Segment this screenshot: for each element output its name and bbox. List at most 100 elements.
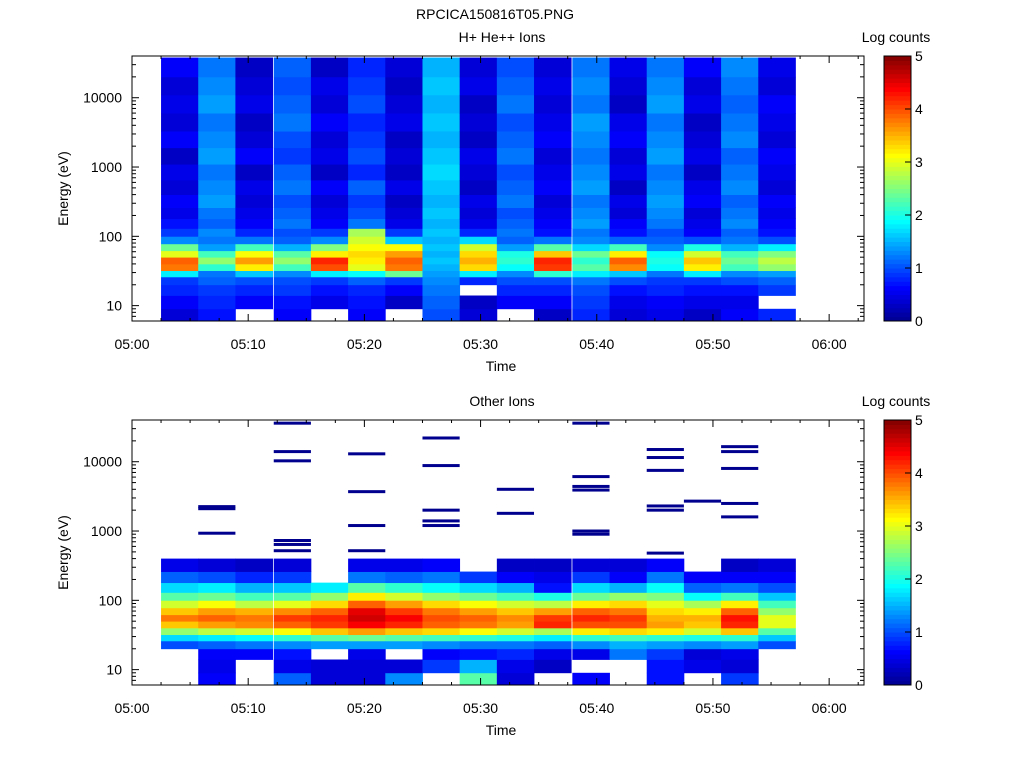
heatmap-cell <box>721 270 759 278</box>
colorbar-segment <box>884 477 911 483</box>
heatmap-cell <box>534 250 572 258</box>
heatmap-cell <box>496 147 535 165</box>
heatmap-cell <box>459 308 498 322</box>
heatmap-cell <box>273 76 312 96</box>
heatmap-cell <box>310 76 349 96</box>
colorbar-segment <box>884 285 911 291</box>
heatmap-cell <box>422 276 461 286</box>
heatmap-cell <box>161 228 199 237</box>
heatmap-cell <box>459 659 498 674</box>
heatmap-cell <box>496 634 535 642</box>
sparse-count-line <box>721 501 759 505</box>
heatmap-cell <box>273 648 312 660</box>
colorbar-segment <box>884 148 911 154</box>
heatmap-cell <box>609 295 648 310</box>
y-tick-label: 10 <box>106 298 122 314</box>
heatmap-cell <box>235 207 273 220</box>
heatmap-cell <box>273 308 312 322</box>
heatmap-cell <box>161 582 199 593</box>
colorbar-segment <box>884 446 911 452</box>
heatmap-cell <box>385 614 423 622</box>
x-tick-label: 05:40 <box>579 700 614 716</box>
heatmap-cell <box>572 243 610 252</box>
heatmap-cell <box>198 621 236 629</box>
heatmap-cell <box>721 571 759 584</box>
heatmap-cell <box>385 600 423 609</box>
heatmap-cell <box>721 558 759 572</box>
heatmap-cell <box>385 640 423 650</box>
heatmap-cell <box>572 558 610 572</box>
colorbar-segment <box>884 64 911 70</box>
heatmap-cell <box>310 57 349 78</box>
heatmap-cell <box>310 218 349 229</box>
sparse-count-line <box>348 524 386 528</box>
heatmap-cell <box>161 308 199 322</box>
heatmap-cell <box>758 640 796 650</box>
colorbar-segment <box>884 579 911 584</box>
sparse-count-line <box>496 487 535 491</box>
heatmap-cell <box>422 218 461 229</box>
x-axis-label: Time <box>486 358 517 374</box>
colorbar-segment <box>884 521 911 527</box>
heatmap-cell <box>385 57 423 78</box>
sparse-count-line <box>721 445 759 449</box>
heatmap-cell <box>273 672 312 686</box>
heatmap-cell <box>273 218 312 229</box>
heatmap-cell <box>422 592 461 601</box>
heatmap-cell <box>721 672 759 686</box>
heatmap-cell <box>161 621 199 629</box>
heatmap-cell <box>198 640 236 650</box>
heatmap-cell <box>758 634 796 642</box>
colorbar-tick-label: 2 <box>915 571 923 587</box>
heatmap-cell <box>572 308 610 322</box>
sparse-count-line <box>273 421 311 425</box>
heatmap-cell <box>310 592 349 601</box>
heatmap-cell <box>572 592 610 601</box>
heatmap-cell <box>534 634 572 642</box>
heatmap-cell <box>609 113 648 132</box>
heatmap-cell <box>273 194 312 208</box>
heatmap-cell <box>572 263 610 272</box>
heatmap-cell <box>273 276 312 286</box>
heatmap-cell <box>721 94 759 114</box>
heatmap-cell <box>235 194 273 208</box>
heatmap-cell <box>534 659 572 674</box>
colorbar-segment <box>884 117 911 123</box>
heatmap-cell <box>310 113 349 132</box>
heatmap-cell <box>534 194 572 208</box>
panel-title: Other Ions <box>469 393 534 409</box>
heatmap-cell <box>572 164 610 181</box>
heatmap-cell <box>161 94 199 114</box>
heatmap-cell <box>721 76 759 96</box>
colorbar-segment <box>884 605 911 611</box>
sparse-count-line <box>646 448 684 452</box>
colorbar-segment <box>884 627 911 633</box>
colorbar-tick-label: 4 <box>915 101 923 117</box>
heatmap-cell <box>683 582 722 593</box>
colorbar-segment <box>884 486 911 492</box>
heatmap-cell <box>198 270 236 278</box>
colorbar-segment <box>884 658 911 664</box>
colorbar-segment <box>884 596 911 602</box>
heatmap-cell <box>198 94 236 114</box>
heatmap-cell <box>646 218 685 229</box>
sparse-count-line <box>646 468 684 472</box>
colorbar-segment <box>884 592 911 598</box>
heatmap-cell <box>385 257 423 265</box>
x-tick-label: 05:10 <box>231 336 266 352</box>
heatmap-cell <box>572 672 610 686</box>
heatmap-cell <box>646 194 685 208</box>
heatmap-cell <box>385 164 423 181</box>
plot-frame <box>131 419 865 686</box>
heatmap-cell <box>721 57 759 78</box>
heatmap-cell <box>683 236 722 245</box>
heatmap-cell <box>273 243 312 252</box>
colorbar-segment <box>884 281 911 287</box>
heatmap-cell <box>758 600 796 609</box>
heatmap-cell <box>721 164 759 181</box>
heatmap-cell <box>310 257 349 265</box>
heatmap-cell <box>385 194 423 208</box>
colorbar-segment <box>884 671 911 677</box>
heatmap-cell <box>646 607 685 616</box>
